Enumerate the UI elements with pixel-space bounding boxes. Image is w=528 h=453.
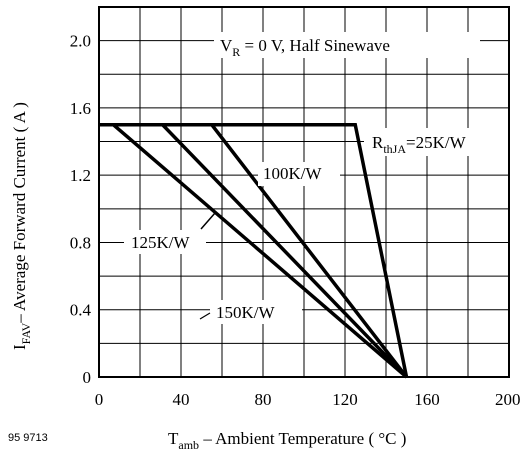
rth-label-bg <box>364 128 508 156</box>
x-tick-label: 120 <box>332 390 358 409</box>
annotation-top-bg <box>214 32 480 58</box>
label-125kw: 125K/W <box>131 233 191 252</box>
x-tick-label: 40 <box>173 390 190 409</box>
series-line-2 <box>99 122 408 379</box>
y-tick-label: 1.6 <box>70 99 91 118</box>
x-axis-label: Tamb – Ambient Temperature ( °C ) <box>168 429 406 452</box>
series-line-3 <box>99 122 408 379</box>
x-tick-label: 0 <box>95 390 104 409</box>
label-100-bg <box>258 162 340 186</box>
y-tick-label: 2.0 <box>70 32 91 51</box>
x-tick-label: 200 <box>495 390 521 409</box>
label-125-bg <box>124 230 206 254</box>
label-150kw: 150K/W <box>216 303 276 322</box>
y-tick-label: 0 <box>83 368 92 387</box>
y-tick-labels: 0 0.4 0.8 1.2 1.6 2.0 <box>70 32 92 387</box>
x-tick-label: 160 <box>414 390 440 409</box>
series-group <box>99 122 409 379</box>
figure-code: 95 9713 <box>8 432 48 444</box>
annotation-top: VR = 0 V, Half Sinewave <box>220 36 390 59</box>
x-tick-label: 80 <box>255 390 272 409</box>
x-tick-labels: 0 40 80 120 160 200 <box>95 390 521 409</box>
y-axis-label: IFAV– Average Forward Current ( A ) <box>10 102 33 350</box>
plot-frame <box>98 6 510 378</box>
y-tick-label: 0.4 <box>70 301 92 320</box>
y-tick-label: 0.8 <box>70 233 91 252</box>
leader-125 <box>200 212 216 230</box>
label-100kw: 100K/W <box>263 164 323 183</box>
leader-150 <box>199 312 211 320</box>
y-tick-label: 1.2 <box>70 166 91 185</box>
rth-label: RthJA=25K/W <box>372 133 467 156</box>
label-150-bg <box>210 300 302 324</box>
grid <box>99 7 509 377</box>
